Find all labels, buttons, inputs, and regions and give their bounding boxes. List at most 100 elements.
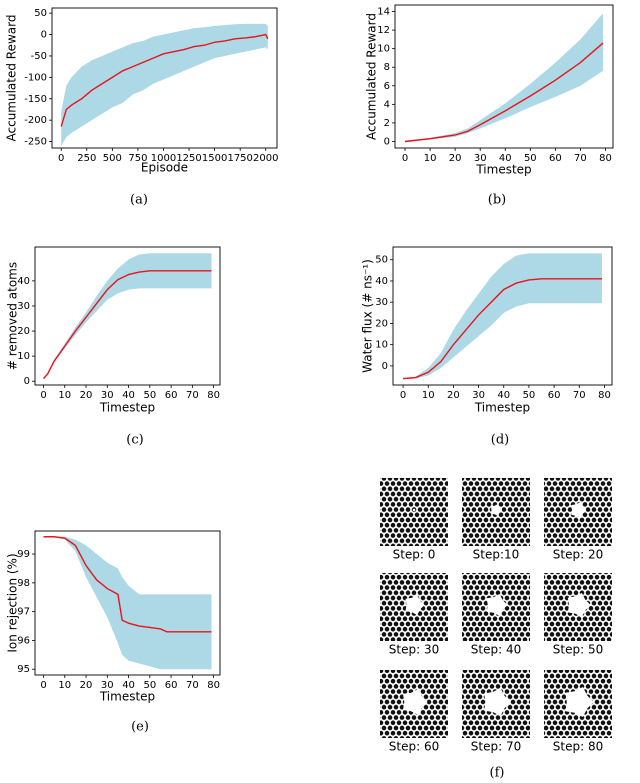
y-tick-label: 30 [17, 301, 30, 312]
y-tick-label: 10 [375, 340, 388, 351]
y-tick-label: 0 [24, 376, 30, 387]
image-label: Step: 30 [389, 643, 439, 657]
pore [486, 594, 508, 616]
x-tick-label: 30 [101, 680, 114, 691]
x-tick-label: 50 [143, 390, 156, 401]
image-label: Step: 60 [389, 740, 439, 754]
y-axis-label: Accumulated Reward [5, 15, 19, 142]
panel-caption: (b) [488, 193, 506, 208]
y-tick-label: 95 [17, 664, 30, 675]
x-tick-label: 80 [599, 153, 612, 164]
x-tick-label: 70 [186, 390, 199, 401]
y-tick-label: 96 [17, 635, 30, 646]
x-tick-label: 20 [449, 153, 462, 164]
pore [565, 687, 594, 717]
x-tick-label: 50 [143, 680, 156, 691]
x-tick-label: 750 [128, 153, 147, 164]
panel-caption: (c) [126, 433, 143, 448]
y-tick-label: -50 [31, 51, 47, 62]
image-label: Step: 50 [553, 643, 603, 657]
x-tick-label: 30 [474, 153, 487, 164]
x-tick-label: 80 [207, 680, 220, 691]
x-tick-label: 0 [400, 390, 406, 401]
x-axis-label: Timestep [475, 163, 531, 177]
y-tick-label: 4 [384, 99, 390, 110]
x-axis-label: Timestep [99, 401, 155, 415]
y-axis-label: Ion rejection (%) [6, 553, 20, 652]
confidence-band [61, 23, 268, 146]
y-tick-label: 8 [384, 62, 390, 73]
x-tick-label: 40 [122, 390, 135, 401]
x-tick-label: 10 [58, 390, 71, 401]
x-tick-label: 60 [548, 390, 561, 401]
y-tick-label: 0 [384, 137, 390, 148]
pore [484, 688, 511, 716]
panel-caption: (a) [130, 193, 148, 208]
plot-frame [392, 246, 613, 386]
pore [571, 502, 587, 518]
y-tick-label: -200 [24, 115, 47, 126]
x-tick-label: 60 [549, 153, 562, 164]
x-tick-label: 80 [207, 390, 220, 401]
y-tick-label: 20 [375, 318, 388, 329]
x-axis-label: Timestep [99, 690, 155, 704]
y-axis-label: Water flux (# ns⁻¹) [361, 259, 375, 373]
y-tick-label: 50 [375, 255, 388, 266]
x-tick-label: 70 [186, 680, 199, 691]
plot-frame [394, 4, 614, 149]
x-tick-label: 0 [402, 153, 408, 164]
x-tick-label: 1500 [202, 153, 227, 164]
y-tick-label: 6 [384, 81, 390, 92]
pore [567, 593, 591, 617]
plot-frame [51, 7, 278, 149]
plot-frame [34, 530, 221, 676]
y-tick-label: 20 [17, 326, 30, 337]
y-tick-label: 97 [17, 607, 30, 618]
y-tick-label: 0 [41, 30, 47, 41]
y-tick-label: 30 [375, 297, 388, 308]
image-label: Step:10 [473, 548, 520, 562]
plot-frame [34, 246, 221, 386]
image-label: Step: 70 [471, 740, 521, 754]
x-tick-label: 0 [40, 680, 46, 691]
membrane-image [380, 478, 448, 546]
panel-caption: (d) [491, 433, 509, 448]
image-label: Step: 40 [471, 643, 521, 657]
mean-line [404, 42, 604, 143]
y-tick-label: -150 [24, 94, 47, 105]
confidence-band [43, 253, 212, 379]
x-tick-label: 1000 [151, 153, 176, 164]
y-axis-label: Accumulated Reward [365, 13, 379, 140]
y-tick-label: -100 [24, 72, 47, 83]
x-tick-label: 10 [424, 153, 437, 164]
y-tick-label: 99 [17, 549, 30, 560]
x-tick-label: 10 [58, 680, 71, 691]
pore [490, 504, 503, 516]
x-tick-label: 20 [80, 680, 93, 691]
image-label: Step: 20 [553, 548, 603, 562]
x-tick-label: 20 [447, 390, 460, 401]
y-tick-label: 0 [382, 361, 388, 372]
x-tick-label: 250 [77, 153, 96, 164]
y-axis-label: # removed atoms [6, 262, 20, 370]
y-tick-label: 98 [17, 578, 30, 589]
mean-line [43, 536, 212, 633]
mean-line [42, 270, 212, 380]
x-tick-label: 40 [499, 153, 512, 164]
x-tick-label: 80 [598, 390, 611, 401]
pore [403, 689, 428, 715]
panel-caption: (e) [131, 720, 149, 735]
x-axis-label: Episode [141, 161, 188, 175]
mean-line [60, 33, 269, 127]
x-tick-label: 10 [422, 390, 435, 401]
x-tick-label: 50 [524, 153, 537, 164]
image-label: Step: 80 [553, 740, 603, 754]
x-tick-label: 20 [80, 390, 93, 401]
y-tick-label: 10 [17, 351, 30, 362]
pore [405, 595, 425, 615]
x-tick-label: 40 [497, 390, 510, 401]
image-label: Step: 0 [393, 548, 436, 562]
pore [412, 508, 416, 512]
y-tick-label: 2 [384, 118, 390, 129]
